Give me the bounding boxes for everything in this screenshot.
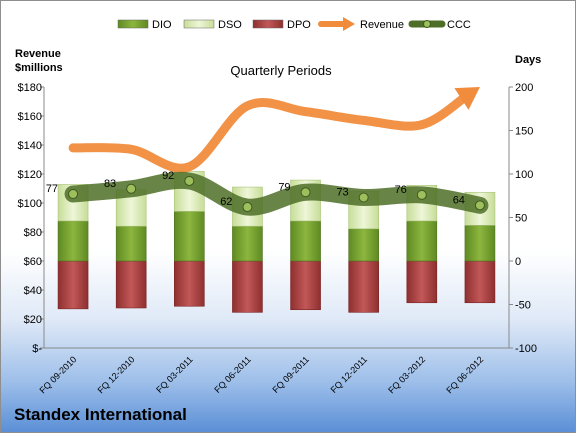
ccc-data-label: 79 bbox=[278, 181, 290, 193]
ccc-data-label: 83 bbox=[104, 178, 116, 190]
dpo-bar bbox=[348, 260, 379, 313]
legend-swatch-dio bbox=[117, 19, 149, 29]
legend-swatch-ccc-marker bbox=[423, 20, 431, 28]
revenue-arrowhead bbox=[454, 87, 480, 110]
chart-title: Quarterly Periods bbox=[230, 63, 332, 78]
right-axis-tick-label: -50 bbox=[515, 300, 531, 312]
dio-bar bbox=[174, 211, 205, 262]
right-axis-tick-label: 150 bbox=[515, 126, 533, 138]
dio-bar bbox=[406, 220, 438, 262]
x-axis-category-label: FQ 06-2011 bbox=[212, 354, 253, 395]
ccc-point bbox=[242, 202, 253, 213]
dio-bar bbox=[348, 228, 379, 262]
ccc-point bbox=[300, 187, 311, 198]
left-axis-tick-label: $20 bbox=[24, 314, 42, 326]
left-axis-tick-label: $100 bbox=[18, 198, 42, 210]
legend-swatch-dso bbox=[183, 19, 215, 29]
left-axis-tick-label: $40 bbox=[24, 285, 42, 297]
right-axis-tick-label: 50 bbox=[515, 213, 527, 225]
left-axis-tick-label: $140 bbox=[18, 140, 42, 152]
ccc-line bbox=[64, 171, 489, 216]
left-axis-label: $millions bbox=[15, 62, 63, 74]
dpo-bar bbox=[232, 260, 263, 313]
x-axis-category-label: FQ 03-2011 bbox=[154, 354, 195, 395]
ccc-point bbox=[68, 189, 79, 200]
dpo-bar bbox=[406, 260, 438, 304]
right-axis-tick-label: 100 bbox=[515, 169, 533, 181]
ccc-data-label: 73 bbox=[336, 186, 348, 198]
dpo-bar bbox=[174, 260, 205, 307]
left-axis-tick-label: $120 bbox=[18, 169, 42, 181]
dio-bar bbox=[232, 225, 263, 262]
dpo-bar bbox=[290, 260, 321, 311]
ccc-data-label: 62 bbox=[220, 196, 232, 208]
legend-label-ccc: CCC bbox=[447, 19, 471, 31]
x-axis-category-label: FQ 09-2011 bbox=[270, 354, 311, 395]
dpo-bar bbox=[115, 260, 147, 309]
left-axis-tick-label: $60 bbox=[24, 256, 42, 268]
legend-label-dpo: DPO bbox=[287, 19, 311, 31]
company-name: Standex International bbox=[14, 405, 187, 424]
ccc-point bbox=[358, 192, 369, 203]
x-axis-category-label: FQ 12-2011 bbox=[329, 354, 370, 395]
ccc-point bbox=[126, 183, 137, 194]
legend-swatch-revenue-arrowhead bbox=[343, 17, 355, 31]
x-axis-category-label: FQ 06-2012 bbox=[444, 354, 485, 395]
ccc-point bbox=[184, 175, 195, 186]
left-axis-tick-label: $180 bbox=[18, 82, 42, 94]
x-axis-category-label: FQ 03-2012 bbox=[386, 354, 427, 395]
revenue-line bbox=[68, 90, 473, 173]
left-axis-tick-label: $80 bbox=[24, 227, 42, 239]
dio-bar bbox=[464, 225, 496, 262]
legend-label-revenue: Revenue bbox=[360, 19, 404, 31]
right-axis-tick-label: -100 bbox=[515, 343, 537, 355]
left-axis-label: Revenue bbox=[15, 48, 61, 60]
ccc-data-label: 64 bbox=[453, 194, 465, 206]
right-axis-tick-label: 200 bbox=[515, 82, 533, 94]
left-axis-tick-label: $- bbox=[32, 343, 42, 355]
x-axis-category-label: FQ 12-2010 bbox=[96, 354, 137, 395]
legend-label-dso: DSO bbox=[218, 19, 242, 31]
ccc-data-label: 77 bbox=[46, 183, 58, 195]
ccc-data-label: 92 bbox=[162, 170, 174, 182]
dio-bar bbox=[290, 220, 321, 262]
right-axis-tick-label: 0 bbox=[515, 256, 521, 268]
ccc-point bbox=[416, 189, 427, 200]
legend-swatch-dpo bbox=[252, 19, 284, 29]
right-axis-label: Days bbox=[515, 54, 541, 66]
x-axis-category-label: FQ 09-2010 bbox=[37, 354, 78, 395]
dio-bar bbox=[57, 220, 89, 262]
dio-bar bbox=[115, 225, 147, 262]
left-axis-tick-label: $160 bbox=[18, 111, 42, 123]
ccc-point bbox=[474, 200, 485, 211]
ccc-data-label: 76 bbox=[395, 184, 407, 196]
dpo-bar bbox=[464, 260, 496, 304]
dpo-bar bbox=[57, 260, 89, 310]
legend-label-dio: DIO bbox=[152, 19, 172, 31]
